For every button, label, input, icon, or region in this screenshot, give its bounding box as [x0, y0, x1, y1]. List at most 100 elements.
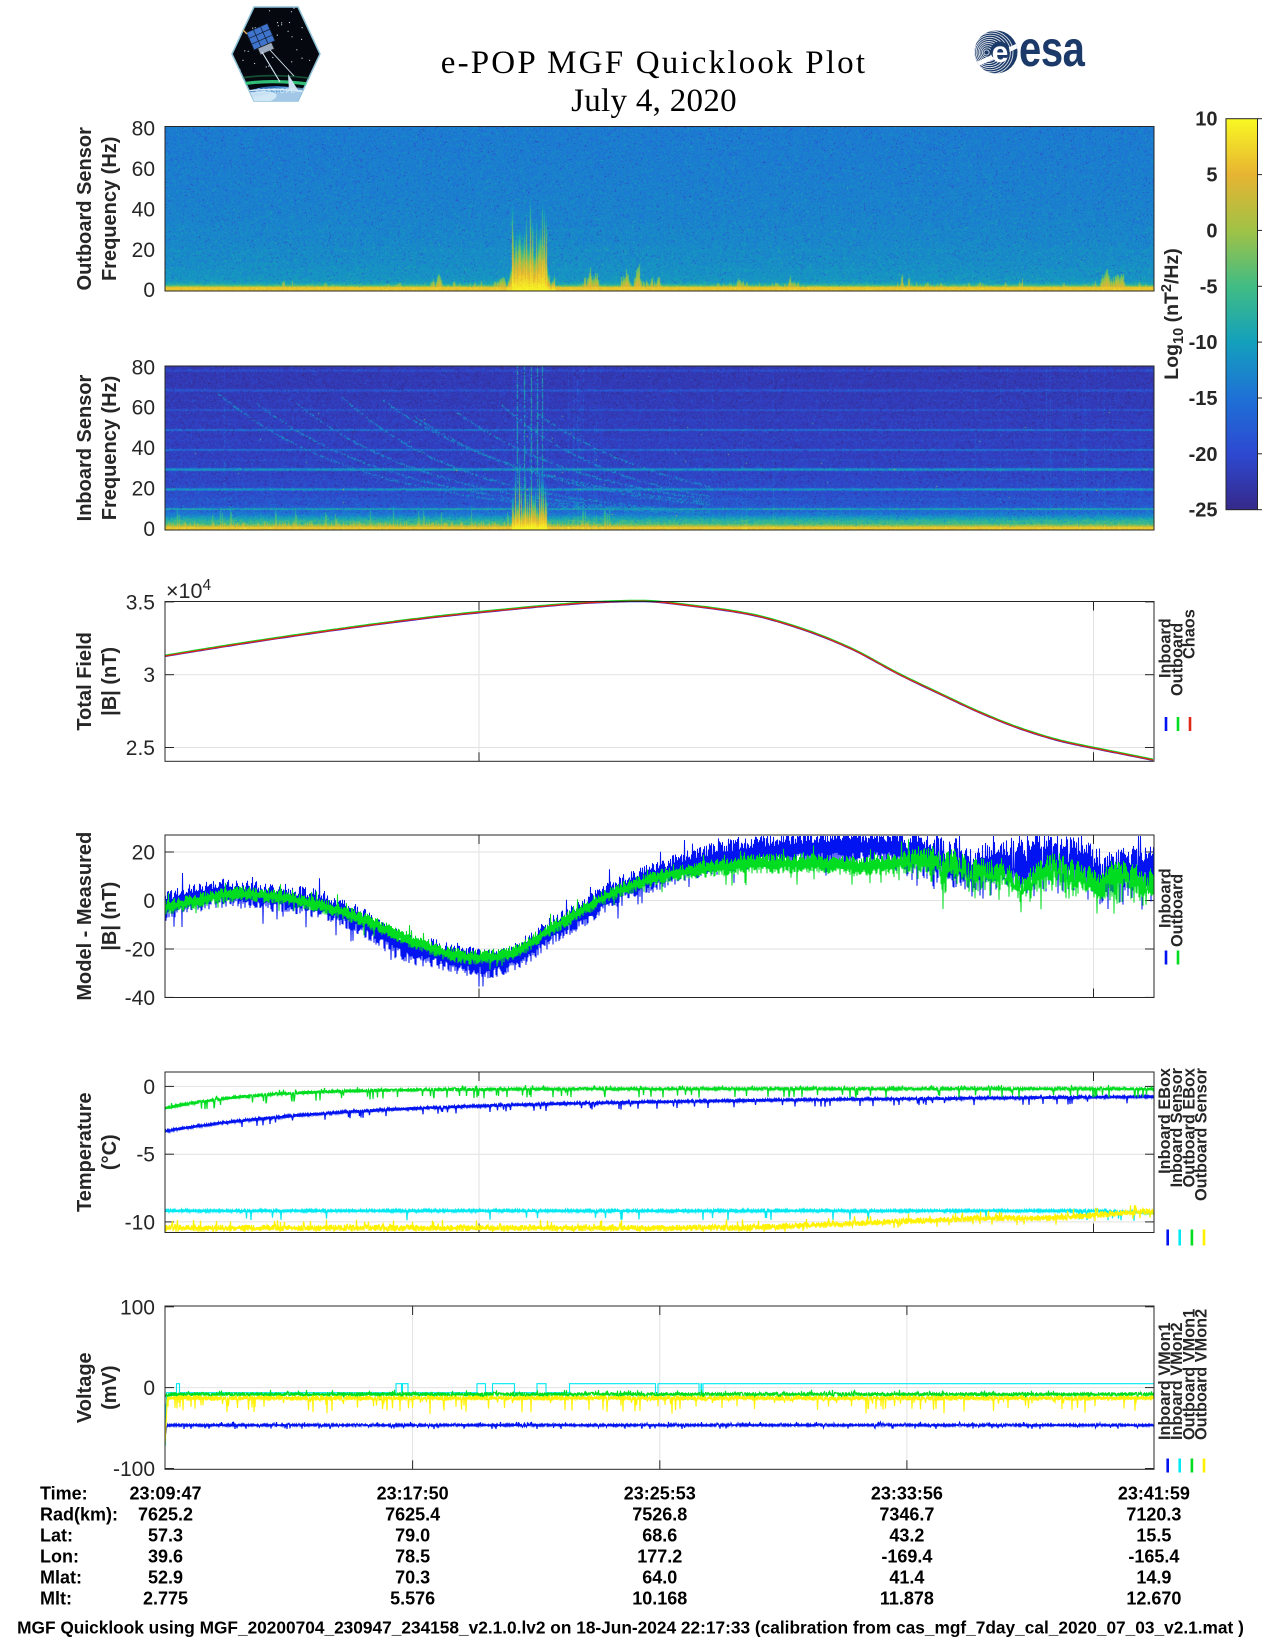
svg-text:20: 20: [132, 239, 155, 262]
svg-text:5: 5: [1206, 165, 1217, 187]
svg-text:Temperature: Temperature: [74, 1092, 96, 1212]
svg-text:10.168: 10.168: [632, 1589, 687, 1609]
svg-text:20: 20: [132, 842, 155, 865]
svg-text:Outboard Sensor: Outboard Sensor: [74, 127, 96, 291]
svg-text:Chaos: Chaos: [1180, 609, 1198, 659]
svg-text:39.6: 39.6: [148, 1547, 183, 1567]
svg-text:79.0: 79.0: [395, 1526, 430, 1546]
svg-text:7346.7: 7346.7: [879, 1505, 934, 1525]
svg-text:7625.2: 7625.2: [138, 1505, 193, 1525]
svg-text:Rad(km):: Rad(km):: [40, 1505, 118, 1525]
svg-text:Time:: Time:: [40, 1484, 88, 1504]
svg-text:-5: -5: [136, 1144, 155, 1167]
svg-text:0: 0: [143, 279, 155, 302]
svg-text:e-POP MGF Quicklook Plot: e-POP MGF Quicklook Plot: [441, 45, 868, 81]
svg-text:-169.4: -169.4: [881, 1547, 932, 1567]
svg-text:Inboard VMon1: Inboard VMon1: [1156, 1322, 1174, 1440]
svg-text:-40: -40: [125, 987, 155, 1010]
svg-text:20: 20: [132, 478, 155, 501]
svg-text:23:41:59: 23:41:59: [1118, 1484, 1190, 1504]
svg-text:-100: -100: [113, 1458, 155, 1481]
svg-text:-10: -10: [1189, 332, 1218, 354]
svg-text:52.9: 52.9: [148, 1568, 183, 1588]
svg-text:Inboard VMon2: Inboard VMon2: [1168, 1322, 1186, 1440]
svg-text:e: e: [992, 36, 1009, 69]
svg-text:Mlt:: Mlt:: [40, 1589, 72, 1609]
svg-text:7526.8: 7526.8: [632, 1505, 687, 1525]
svg-text:Model - Measured: Model - Measured: [74, 832, 96, 1001]
svg-text:0: 0: [1206, 220, 1217, 242]
svg-text:0: 0: [143, 890, 155, 913]
svg-text:|B| (nT): |B| (nT): [99, 647, 121, 716]
svg-text:(°C): (°C): [99, 1134, 121, 1170]
svg-text:Inboard: Inboard: [1156, 868, 1174, 928]
svg-text:78.5: 78.5: [395, 1547, 430, 1567]
svg-text:Outboard: Outboard: [1168, 623, 1186, 696]
svg-text:10: 10: [1195, 109, 1217, 131]
svg-text:40: 40: [132, 198, 155, 221]
svg-text:Voltage: Voltage: [74, 1352, 96, 1423]
svg-text:7120.3: 7120.3: [1126, 1505, 1181, 1525]
svg-text:-5: -5: [1200, 276, 1218, 298]
svg-text:Outboard VMon1: Outboard VMon1: [1180, 1309, 1198, 1440]
svg-text:11.878: 11.878: [880, 1589, 934, 1609]
svg-text:43.2: 43.2: [889, 1526, 924, 1546]
svg-text:57.3: 57.3: [148, 1526, 183, 1546]
svg-text:80: 80: [132, 356, 155, 379]
svg-text:64.0: 64.0: [642, 1568, 677, 1588]
svg-text:5.576: 5.576: [390, 1589, 435, 1609]
svg-text:41.4: 41.4: [889, 1568, 924, 1588]
svg-text:Outboard EBox: Outboard EBox: [1180, 1068, 1198, 1187]
svg-text:Outboard: Outboard: [1168, 874, 1186, 947]
svg-text:2.5: 2.5: [126, 737, 155, 760]
svg-text:0: 0: [143, 518, 155, 541]
svg-text:esa: esa: [1019, 21, 1086, 77]
svg-text:23:17:50: 23:17:50: [377, 1484, 449, 1504]
svg-text:-25: -25: [1189, 500, 1218, 522]
svg-text:12.670: 12.670: [1126, 1589, 1181, 1609]
svg-text:Log10 (nT2/Hz): Log10 (nT2/Hz): [1159, 248, 1187, 379]
svg-text:177.2: 177.2: [637, 1547, 682, 1567]
svg-text:60: 60: [132, 158, 155, 181]
svg-text:-20: -20: [125, 939, 155, 962]
svg-text:80: 80: [132, 118, 155, 141]
svg-text:68.6: 68.6: [642, 1526, 677, 1546]
svg-text:0: 0: [143, 1076, 155, 1099]
svg-text:0: 0: [143, 1377, 155, 1400]
svg-text:×104: ×104: [166, 577, 211, 603]
svg-text:70.3: 70.3: [395, 1568, 430, 1588]
svg-text:40: 40: [132, 437, 155, 460]
svg-text:7625.4: 7625.4: [385, 1505, 440, 1525]
svg-text:-15: -15: [1189, 388, 1218, 410]
svg-text:Lat:: Lat:: [40, 1526, 73, 1546]
svg-text:Outboard VMon2: Outboard VMon2: [1192, 1309, 1210, 1440]
svg-text:100: 100: [120, 1296, 155, 1319]
svg-text:Frequency (Hz): Frequency (Hz): [99, 137, 121, 281]
svg-text:14.9: 14.9: [1136, 1568, 1171, 1588]
svg-text:2.775: 2.775: [143, 1589, 188, 1609]
svg-text:3.5: 3.5: [126, 591, 155, 614]
svg-text:3: 3: [143, 664, 155, 687]
svg-text:CASSIOPE: CASSIOPE: [256, 88, 296, 95]
svg-text:-20: -20: [1189, 444, 1218, 466]
svg-text:23:09:47: 23:09:47: [129, 1484, 201, 1504]
svg-text:23:25:53: 23:25:53: [624, 1484, 696, 1504]
svg-text:15.5: 15.5: [1136, 1526, 1171, 1546]
svg-text:Inboard EBox: Inboard EBox: [1156, 1068, 1174, 1174]
svg-text:(mV): (mV): [99, 1365, 121, 1409]
svg-text:Inboard: Inboard: [1156, 618, 1174, 678]
svg-text:Inboard Sensor: Inboard Sensor: [1168, 1067, 1186, 1187]
svg-text:Lon:: Lon:: [40, 1547, 79, 1567]
svg-text:Frequency (Hz): Frequency (Hz): [99, 376, 121, 520]
svg-text:July 4, 2020: July 4, 2020: [571, 83, 737, 119]
svg-text:23:33:56: 23:33:56: [871, 1484, 943, 1504]
svg-text:Mlat:: Mlat:: [40, 1568, 82, 1588]
svg-text:Outboard Sensor: Outboard Sensor: [1192, 1067, 1210, 1201]
svg-text:-10: -10: [125, 1211, 155, 1234]
svg-text:Total Field: Total Field: [74, 632, 96, 731]
svg-text:Inboard Sensor: Inboard Sensor: [74, 374, 96, 521]
svg-text:|B| (nT): |B| (nT): [99, 882, 121, 951]
svg-text:60: 60: [132, 397, 155, 420]
svg-text:-165.4: -165.4: [1128, 1547, 1179, 1567]
svg-text:MGF Quicklook using MGF_202007: MGF Quicklook using MGF_20200704_230947_…: [17, 1618, 1244, 1638]
